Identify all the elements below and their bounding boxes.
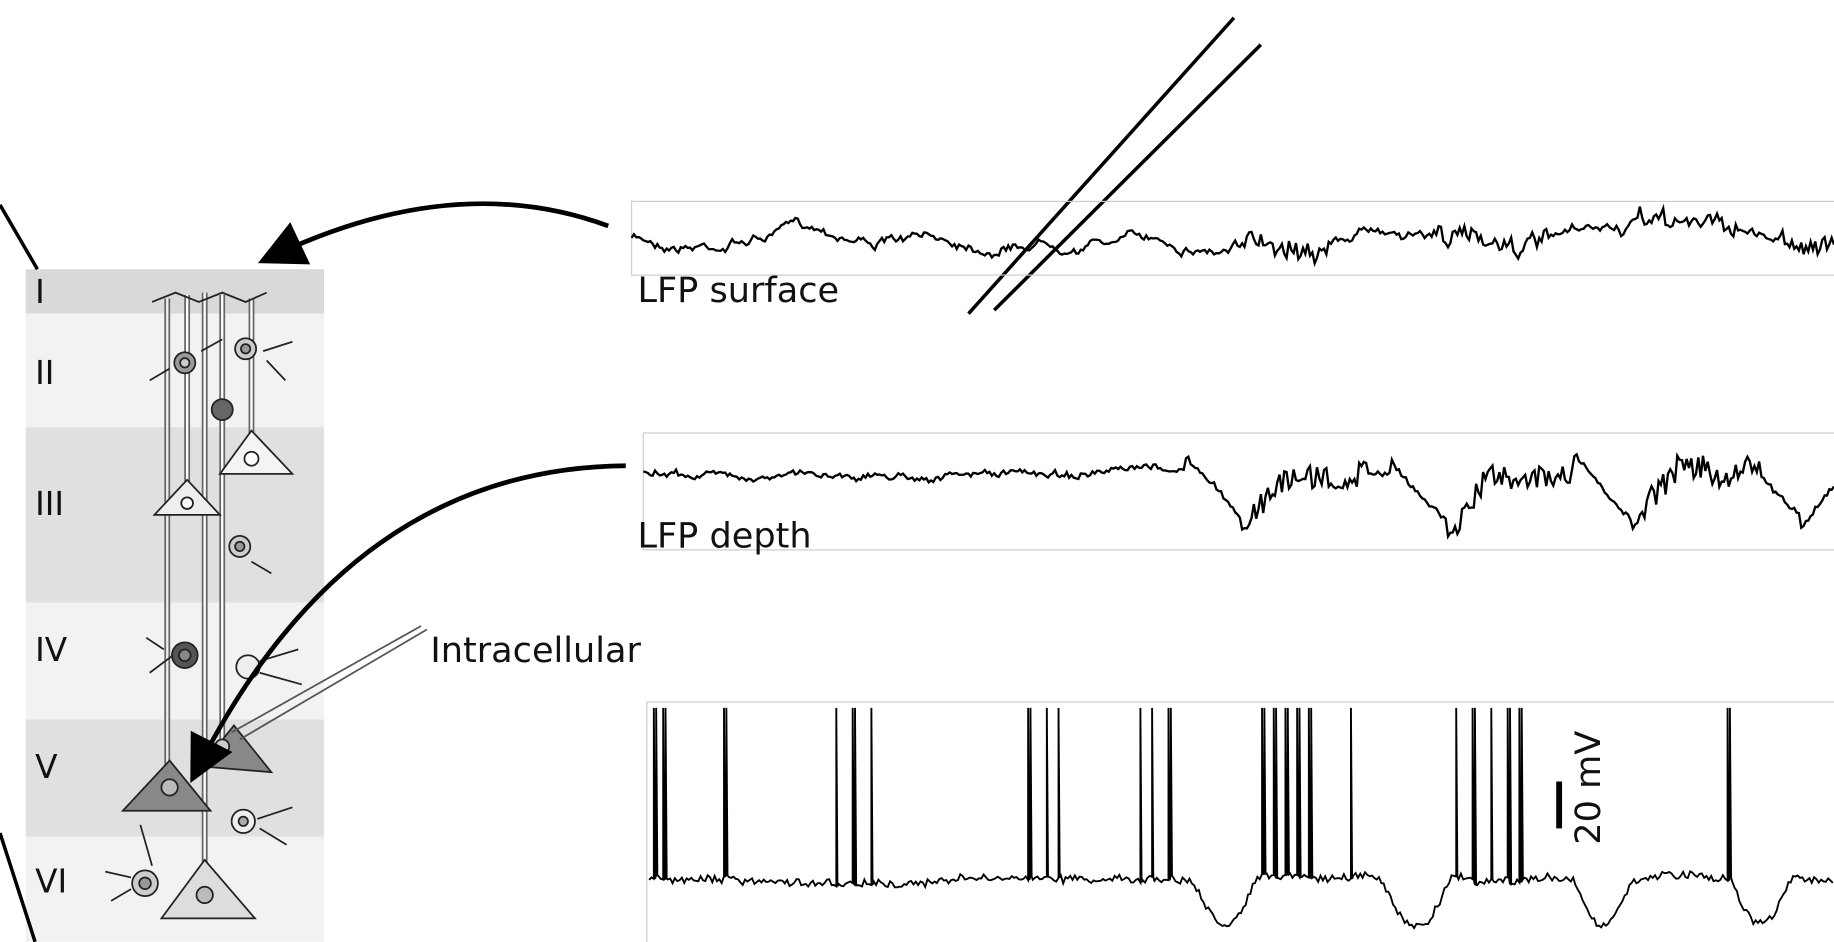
neuron-part: [195, 885, 214, 905]
trace-label: LFP surface: [637, 270, 839, 311]
neuron-part: [151, 291, 268, 303]
scale-bar-label: 20 mV: [1568, 731, 1609, 845]
neuron-part: [178, 648, 192, 662]
layer-label: II: [35, 354, 54, 392]
layer-band: [25, 836, 324, 942]
trace-frame: [631, 200, 1834, 276]
lfp-surface-trace: [630, 203, 1834, 268]
neuron-part: [180, 496, 194, 510]
electrode: [967, 16, 1236, 315]
zoom-line: [0, 832, 37, 942]
trace-frame: [642, 432, 1834, 551]
neuron-part: [237, 815, 249, 827]
arrow: [190, 463, 626, 784]
trace-frame: [646, 701, 1834, 942]
trace-label: Intracellular: [430, 630, 641, 671]
layer-label: VI: [35, 863, 67, 901]
layer-label: III: [35, 485, 64, 523]
neuron-part: [218, 429, 295, 475]
zoom-line: [0, 204, 39, 271]
layer-band: [25, 313, 324, 428]
intracellular-trace: [648, 707, 1834, 930]
layer-label: I: [35, 273, 45, 311]
lfp-depth-trace: [642, 451, 1834, 540]
electrode: [992, 43, 1263, 312]
neuron-part: [210, 398, 234, 421]
layer-label: V: [35, 748, 58, 786]
arrow: [257, 201, 610, 265]
neurons: [105, 291, 303, 920]
trace-label: LFP depth: [637, 516, 811, 557]
layer-band: [25, 269, 324, 314]
neuron-part: [234, 540, 246, 552]
neuron-part: [105, 338, 303, 902]
neuron-part: [160, 778, 179, 797]
neuron-part: [138, 876, 152, 891]
neuron-part: [240, 343, 252, 355]
neuron-part: [243, 450, 260, 467]
neuron-part: [179, 357, 191, 369]
layer-label: IV: [35, 631, 68, 669]
neuron-part: [214, 738, 231, 755]
pipette: [231, 625, 428, 741]
